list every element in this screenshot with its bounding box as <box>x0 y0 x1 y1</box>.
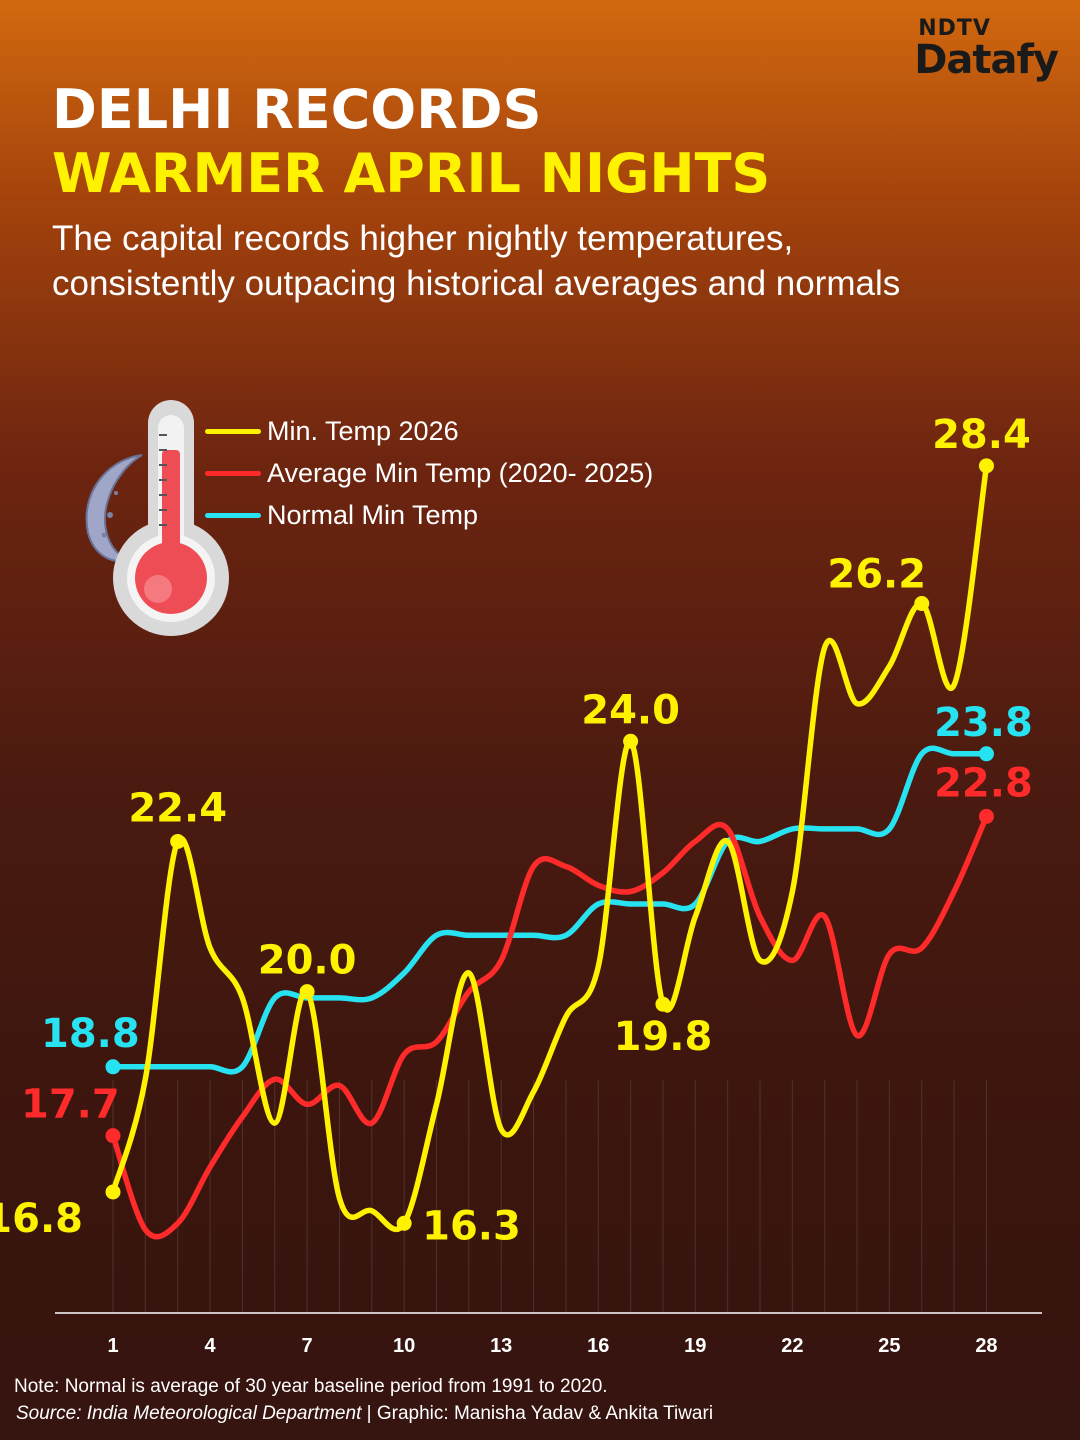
data-point <box>978 808 994 824</box>
x-tick-label: 13 <box>490 1335 512 1357</box>
legend-swatch <box>205 470 261 476</box>
legend-label: Min. Temp 2026 <box>267 415 459 446</box>
x-tick-label: 10 <box>393 1335 415 1357</box>
x-tick-label: 4 <box>204 1335 216 1357</box>
data-point <box>623 733 639 749</box>
data-label: 18.8 <box>41 1011 140 1057</box>
chart-legend: Min. Temp 2026 Average Min Temp (2020- 2… <box>205 410 653 536</box>
data-point <box>978 458 994 474</box>
source-label: Source: India Meteorological Department <box>16 1403 362 1424</box>
source-credit: Source: India Meteorological Department … <box>16 1403 713 1425</box>
data-label: 24.0 <box>581 687 680 733</box>
chart-title-line-2: WARMER APRIL NIGHTS <box>52 142 771 205</box>
legend-item-min-temp-2026: Min. Temp 2026 <box>205 410 653 452</box>
data-point <box>105 1128 121 1144</box>
data-label: 20.0 <box>258 938 357 984</box>
ndtv-datafy-logo: NDTV Datafy <box>914 16 1059 83</box>
x-tick-label: 16 <box>587 1335 609 1357</box>
x-tick-label: 22 <box>781 1335 803 1357</box>
data-label: 28.4 <box>932 412 1031 458</box>
x-tick-label: 7 <box>302 1335 313 1357</box>
data-point <box>978 746 994 762</box>
data-label: 19.8 <box>614 1014 713 1060</box>
x-tick-label: 25 <box>878 1335 900 1357</box>
data-point <box>105 1184 121 1200</box>
series-line-average-min-temp <box>110 813 990 1240</box>
graphic-credit: Graphic: Manisha Yadav & Ankita Tiwari <box>376 1403 714 1424</box>
data-label: 23.8 <box>934 700 1033 746</box>
logo-brand-top: NDTV <box>918 16 991 41</box>
data-point <box>105 1059 121 1075</box>
x-tick-label: 28 <box>975 1335 997 1357</box>
data-label: 22.8 <box>934 760 1033 806</box>
data-label: 16.8 <box>0 1196 83 1242</box>
data-point <box>396 1215 412 1231</box>
footnote: Note: Normal is average of 30 year basel… <box>14 1376 608 1397</box>
data-label: 16.3 <box>422 1203 521 1249</box>
legend-item-normal-min-temp: Normal Min Temp <box>205 494 653 536</box>
data-label: 17.7 <box>21 1082 120 1128</box>
data-point <box>655 996 671 1012</box>
source-separator: | <box>361 1403 377 1424</box>
legend-item-average-min-temp: Average Min Temp (2020- 2025) <box>205 452 653 494</box>
data-point <box>914 596 930 612</box>
chart-title-line-1: DELHI RECORDS <box>52 78 542 141</box>
legend-label: Normal Min Temp <box>267 499 479 530</box>
data-label: 22.4 <box>128 785 227 831</box>
legend-swatch <box>205 428 261 434</box>
series-line-normal-min-temp <box>110 745 990 1075</box>
logo-brand-main: Datafy <box>914 37 1059 83</box>
legend-swatch <box>205 512 261 518</box>
thermometer-icon <box>50 395 235 650</box>
series-line-min-temp-2026 <box>110 463 990 1233</box>
chart-subtitle: The capital records higher nightly tempe… <box>52 219 901 303</box>
x-tick-label: 1 <box>107 1335 118 1357</box>
data-point <box>170 833 186 849</box>
legend-label: Average Min Temp (2020- 2025) <box>267 457 654 488</box>
data-label: 26.2 <box>827 552 926 598</box>
x-tick-label: 19 <box>684 1335 706 1357</box>
data-point <box>299 984 315 1000</box>
